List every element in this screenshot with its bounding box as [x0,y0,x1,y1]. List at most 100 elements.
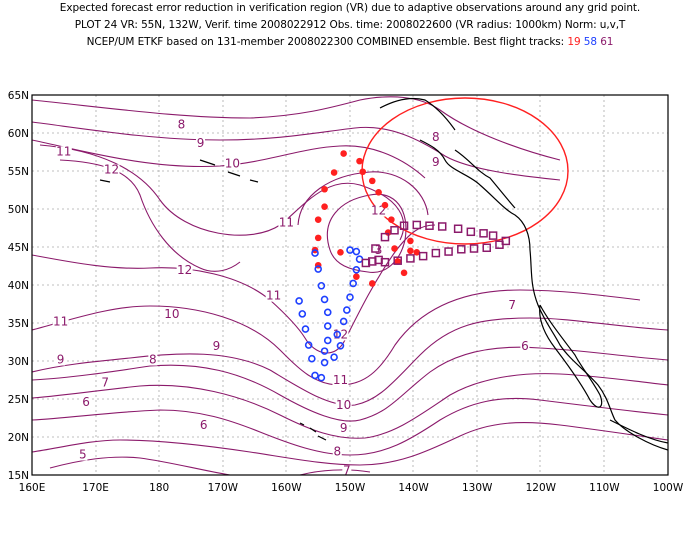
contour-label-bg [520,340,530,352]
track-61-point [444,247,453,256]
track-61-point [371,244,380,253]
track-58-point [336,341,345,350]
title-line-1: Expected forecast error reduction in ver… [59,2,641,14]
coastline-baja [539,304,603,408]
coastline-mexico [609,419,668,444]
plot-border [31,94,669,476]
track-58-point [317,281,326,290]
contour-line [32,422,668,466]
contour-label-bg [176,264,193,276]
lat-tick-label: 25N [8,394,29,406]
lon-tick-label: 130W [462,482,493,494]
flight-track-58 [295,246,364,382]
track-19-point [375,188,382,196]
lat-tick-label: 40N [8,280,29,292]
track-61-point [374,255,383,265]
contour-line [299,469,371,475]
track-19-point [321,185,328,193]
contour-line [326,193,407,273]
track-61-point [457,245,466,254]
contour-label-bg [339,422,349,434]
track-61-point [479,229,488,238]
track-19-point [353,273,360,280]
track-61-point [482,243,491,253]
track-19-point [359,168,367,176]
contour-label: 9 [57,353,65,367]
contour-label: 6 [82,395,90,409]
coastline-alaska [379,97,456,131]
lon-tick-label: 100W [653,482,684,494]
contour-label-bg [199,419,209,431]
contour-label: 8 [178,118,186,132]
contour-label: 9 [340,421,348,435]
contour-label-bg [196,137,206,149]
contour-line [49,456,231,475]
contour-label: 7 [508,298,516,312]
track-58-point [339,317,348,326]
track-58-point [320,358,329,367]
contour-label-bg [103,164,120,176]
track-61-point [488,231,498,240]
flight-tracks [295,150,511,382]
contour-line [32,96,561,161]
track-61-point [418,251,428,261]
lon-tick-label: 170W [208,482,239,494]
contour-label-bg [332,375,349,387]
lon-tick-label: 170E [82,482,109,494]
track-19-point [340,150,347,157]
track-61-point [495,240,504,249]
contour-label-bg [431,131,441,143]
track-19-point [314,234,322,242]
contour-line [59,159,241,272]
track-58-point [323,308,332,317]
contour-label: 10 [225,156,240,170]
track-19-point [407,237,414,245]
contour-label-bg [265,290,282,302]
track-19-point [368,177,376,185]
track-19-point [400,269,408,277]
track-58-point [343,306,351,314]
track-19-point [394,258,402,265]
track-19-point [413,249,421,256]
track-58-point [352,247,361,256]
track-61-point [399,221,409,230]
track-61-point [437,222,447,231]
contour-line [32,346,668,422]
contour-line [39,144,405,241]
track-58-point [323,322,332,330]
lat-tick-label: 35N [8,318,29,330]
track-58-point [301,325,310,333]
lon-tick-label: 120W [526,482,557,494]
track-58-point [346,293,354,301]
ensemble-description: NCEP/UM ETKF based on 131-member 2008022… [86,36,565,48]
track-61-point [425,221,434,230]
contour-label-bg [148,354,158,366]
lon-tick-label: 180 [149,482,169,494]
contour-label: 6 [200,418,208,432]
track-61-point [412,220,422,230]
track-58-point [355,255,364,263]
contour-label: 8 [432,130,440,144]
track-58-point [320,347,329,355]
flight-track-61 [361,220,511,268]
track-58-point [304,341,313,349]
contour-label: 7 [101,375,109,389]
coastline-north-america [419,139,668,451]
contour-label-bg [278,217,295,229]
track-61-point [466,227,476,237]
contour-label: 9 [432,155,440,169]
contour-label: 11 [53,315,68,329]
track-58-point [317,373,326,382]
track-19-point [388,216,395,223]
contour-label-bg [55,146,72,158]
contour-label-bg [163,308,180,320]
track-61-point [469,244,479,253]
lat-tick-label: 20N [8,432,29,444]
latitude-axis: 65N 60N 55N 50N 45N 40N 35N 30N 25N 20N 15N [8,90,29,482]
contour-label-bg [335,400,352,412]
contour-label: 6 [521,339,529,353]
track-19-point [368,280,376,287]
